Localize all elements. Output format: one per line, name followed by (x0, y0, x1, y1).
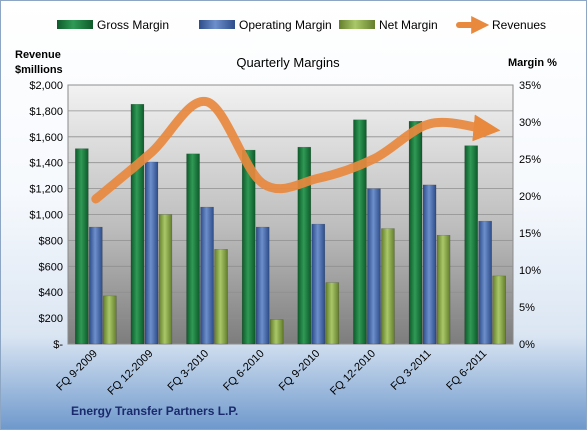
left-tick-label: $400 (39, 287, 63, 299)
left-tick-label: $200 (39, 313, 63, 325)
left-axis-ticks: $- $200 $400 $600 $800 $1,000 $1,200 $1,400 $1,6… (29, 80, 63, 351)
left-tick-label: $1,800 (29, 106, 63, 118)
company-footer: Energy Transfer Partners L.P. (71, 404, 238, 418)
right-tick-label: 35% (519, 80, 541, 92)
bar-net-margin (158, 214, 173, 345)
bar-gross-margin (408, 121, 423, 345)
x-tick-label: FQ 3-2010 (166, 348, 212, 394)
legend-label-operating-margin: Operating Margin (239, 18, 332, 32)
bar-net-margin (492, 275, 506, 345)
bar-operating-margin (255, 226, 270, 345)
bar-operating-margin (367, 188, 381, 345)
x-tick-label: FQ 12-2009 (106, 348, 156, 398)
bar-net-margin (381, 228, 395, 345)
x-tick-label: FQ 6-2011 (444, 348, 489, 393)
bar-net-margin (436, 234, 451, 345)
left-tick-label: $1,200 (29, 184, 63, 196)
revenue-line-group (91, 97, 501, 204)
right-tick-label: 10% (519, 265, 541, 277)
x-tick-label: FQ 6-2010 (221, 348, 267, 394)
left-axis-title-line1: Revenue (15, 49, 61, 61)
bar-operating-margin (311, 223, 326, 345)
left-tick-label: $- (53, 339, 63, 351)
right-tick-label: 0% (519, 339, 535, 351)
bar-operating-margin (89, 226, 103, 345)
right-tick-label: 20% (519, 191, 541, 203)
bars (75, 103, 506, 345)
bar-operating-margin (200, 206, 214, 345)
right-tick-label: 30% (519, 117, 541, 129)
x-axis-ticks: FQ 9-2009 FQ 12-2009 FQ 3-2010 FQ 6-2010 FQ … (54, 348, 489, 398)
bar-gross-margin (130, 103, 145, 345)
right-tick-label: 5% (519, 302, 535, 314)
left-tick-label: $1,600 (29, 132, 63, 144)
x-tick-label: FQ 3-2011 (389, 348, 434, 393)
legend-swatch-gross-margin (57, 20, 93, 29)
left-tick-label: $600 (39, 261, 63, 273)
bar-gross-margin (75, 148, 89, 345)
legend-label-net-margin: Net Margin (379, 18, 438, 32)
legend-swatch-net-margin (339, 20, 375, 29)
legend-label-gross-margin: Gross Margin (97, 18, 169, 32)
bar-gross-margin (464, 145, 478, 345)
bar-net-margin (269, 319, 284, 345)
bar-net-margin (325, 282, 340, 345)
right-axis-title: Margin % (508, 57, 557, 69)
left-tick-label: $2,000 (29, 80, 63, 92)
bar-operating-margin (144, 161, 159, 345)
left-axis-title-line2: $millions (15, 64, 63, 76)
right-tick-label: 15% (519, 228, 541, 240)
bar-gross-margin (297, 146, 312, 345)
bar-net-margin (103, 295, 117, 345)
x-tick-label: FQ 9-2010 (277, 348, 323, 394)
revenue-line (91, 97, 501, 204)
legend-label-revenues: Revenues (492, 18, 546, 32)
bar-operating-margin (478, 220, 492, 345)
left-tick-label: $1,000 (29, 210, 63, 222)
left-tick-label: $800 (39, 235, 63, 247)
right-tick-label: 25% (519, 154, 541, 166)
legend-swatch-operating-margin (199, 20, 235, 29)
left-tick-label: $1,400 (29, 158, 63, 170)
legend: Gross Margin Operating Margin Net Margin… (57, 16, 546, 34)
chart-title: Quarterly Margins (236, 55, 340, 70)
bar-gross-margin (241, 149, 256, 345)
right-axis-ticks: 0% 5% 10% 15% 20% 25% 30% 35% (519, 80, 541, 351)
bar-gross-margin (186, 153, 200, 345)
x-tick-label: FQ 9-2009 (54, 348, 100, 394)
bar-net-margin (214, 249, 228, 345)
bar-operating-margin (422, 184, 437, 345)
x-tick-label: FQ 12-2010 (328, 348, 378, 398)
bar-gross-margin (353, 119, 367, 345)
